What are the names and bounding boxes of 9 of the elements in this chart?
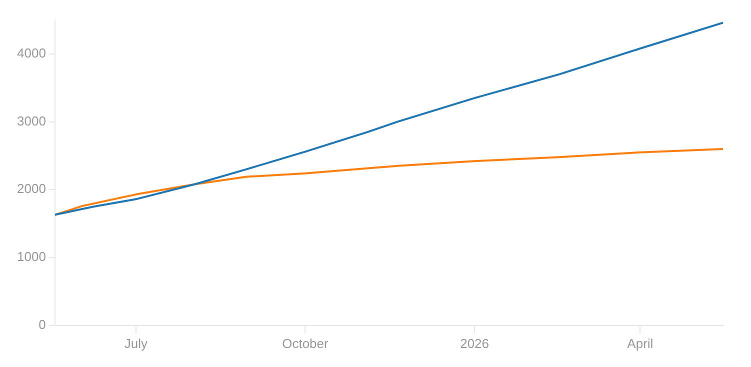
x-tick-label: April — [627, 336, 654, 351]
y-tick-label: 4000 — [17, 46, 46, 61]
x-tick-label: October — [282, 336, 330, 351]
y-tick-label: 3000 — [17, 113, 46, 128]
y-tick-label: 0 — [38, 316, 46, 332]
y-tick-label: 2000 — [17, 181, 46, 196]
y-tick-label: 1000 — [17, 249, 46, 264]
x-tick-label: 2026 — [460, 336, 489, 351]
x-tick-label: July — [124, 336, 148, 351]
